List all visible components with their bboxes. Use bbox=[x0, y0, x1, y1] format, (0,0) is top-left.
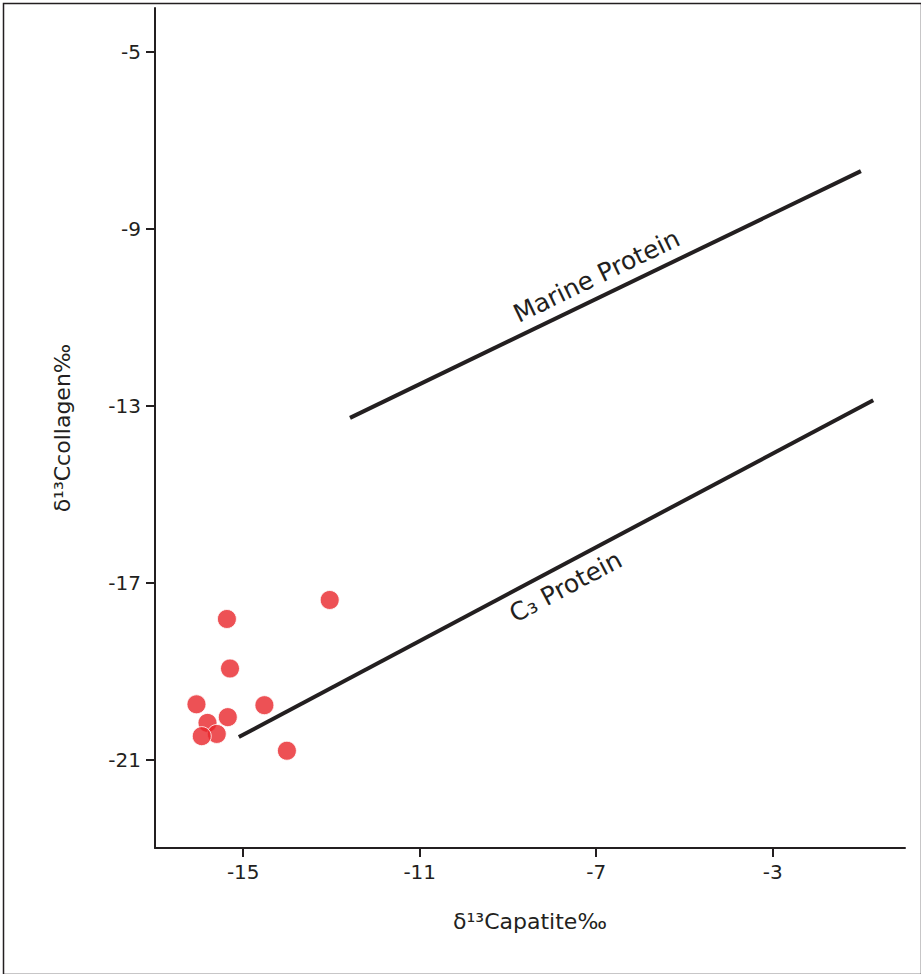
svg-text:-15: -15 bbox=[227, 860, 260, 884]
svg-text:-7: -7 bbox=[586, 860, 606, 884]
svg-text:δ¹³Capatite‰: δ¹³Capatite‰ bbox=[453, 909, 607, 934]
svg-text:Marine Protein: Marine Protein bbox=[509, 224, 685, 329]
svg-text:-13: -13 bbox=[108, 394, 141, 418]
svg-text:-11: -11 bbox=[403, 860, 436, 884]
svg-text:δ¹³Ccollagen‰: δ¹³Ccollagen‰ bbox=[50, 344, 75, 513]
svg-text:-3: -3 bbox=[763, 860, 783, 884]
svg-text:-5: -5 bbox=[121, 40, 141, 64]
svg-text:-9: -9 bbox=[121, 217, 141, 241]
svg-text:C₃ Protein: C₃ Protein bbox=[505, 545, 627, 628]
svg-text:-21: -21 bbox=[108, 748, 141, 772]
svg-text:-17: -17 bbox=[108, 571, 141, 595]
